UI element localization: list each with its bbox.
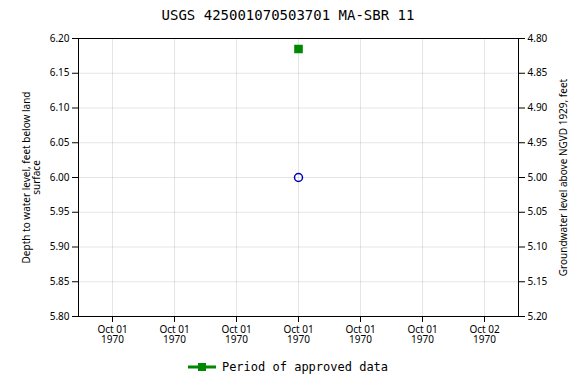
svg-text:Oct 011970: Oct 011970	[221, 322, 251, 346]
svg-text:Oct 011970: Oct 011970	[97, 322, 127, 346]
svg-text:6.00: 6.00	[50, 170, 70, 184]
svg-text:Oct 011970: Oct 011970	[283, 322, 313, 346]
svg-text:Oct 011970: Oct 011970	[345, 322, 375, 346]
svg-text:5.05: 5.05	[528, 204, 548, 218]
svg-text:Oct 021970: Oct 021970	[469, 322, 500, 346]
svg-text:5.10: 5.10	[528, 239, 548, 253]
svg-text:Oct 011970: Oct 011970	[159, 322, 189, 346]
svg-text:4.85: 4.85	[528, 65, 548, 79]
svg-text:Groundwater level above NGVD 1: Groundwater level above NGVD 1929, feet	[556, 78, 570, 276]
svg-text:6.20: 6.20	[50, 31, 70, 45]
svg-text:4.90: 4.90	[528, 100, 548, 114]
svg-text:5.15: 5.15	[528, 274, 548, 288]
svg-text:5.00: 5.00	[528, 170, 548, 184]
svg-text:5.95: 5.95	[50, 204, 70, 218]
svg-text:6.10: 6.10	[50, 100, 70, 114]
svg-text:5.90: 5.90	[50, 239, 70, 253]
svg-text:Depth to water level, feet bel: Depth to water level, feet below landsur…	[19, 92, 43, 264]
svg-text:5.85: 5.85	[50, 274, 70, 288]
svg-text:4.95: 4.95	[528, 135, 548, 149]
svg-text:Oct 011970: Oct 011970	[407, 322, 437, 346]
svg-text:6.15: 6.15	[50, 65, 70, 79]
svg-text:5.80: 5.80	[50, 309, 70, 323]
html-text:Period of approved data: Period of approved data	[221, 360, 389, 374]
svg-text:6.05: 6.05	[50, 135, 70, 149]
html-text:USGS 425001070503701 MA-SBR 11: USGS 425001070503701 MA-SBR 11	[161, 7, 415, 23]
svg-text:4.80: 4.80	[528, 31, 548, 45]
svg-text:5.20: 5.20	[528, 309, 548, 323]
